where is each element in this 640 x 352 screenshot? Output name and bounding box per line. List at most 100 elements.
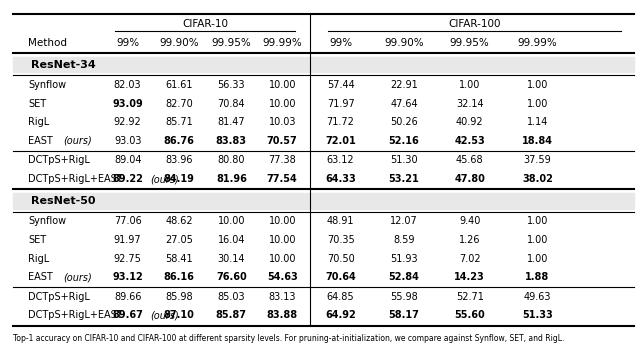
Text: CIFAR-10: CIFAR-10 (182, 19, 228, 29)
Text: 87.10: 87.10 (164, 310, 195, 320)
Text: 70.50: 70.50 (326, 254, 355, 264)
Text: 22.91: 22.91 (390, 80, 418, 90)
Text: DCTpS+RigL+EAST: DCTpS+RigL+EAST (28, 174, 126, 184)
Text: CIFAR-100: CIFAR-100 (449, 19, 501, 29)
Text: 89.67: 89.67 (112, 310, 143, 320)
Text: EAST: EAST (28, 272, 56, 282)
Text: 83.96: 83.96 (165, 156, 193, 165)
Text: 61.61: 61.61 (165, 80, 193, 90)
Text: 89.04: 89.04 (114, 156, 141, 165)
Text: 1.00: 1.00 (527, 254, 548, 264)
Text: DCTpS+RigL: DCTpS+RigL (28, 156, 90, 165)
Text: 99.99%: 99.99% (518, 38, 557, 48)
Text: 10.00: 10.00 (268, 80, 296, 90)
Text: 93.03: 93.03 (114, 136, 141, 146)
Text: 99.90%: 99.90% (159, 38, 199, 48)
Text: 7.02: 7.02 (459, 254, 481, 264)
Text: 83.13: 83.13 (268, 292, 296, 302)
Text: 1.00: 1.00 (527, 99, 548, 109)
Text: ResNet-50: ResNet-50 (31, 196, 96, 206)
Text: Synflow: Synflow (28, 80, 67, 90)
Text: 71.72: 71.72 (326, 117, 355, 127)
Text: RigL: RigL (28, 254, 49, 264)
Text: 16.04: 16.04 (218, 235, 245, 245)
Text: SET: SET (28, 235, 47, 245)
Text: 85.71: 85.71 (165, 117, 193, 127)
Text: 63.12: 63.12 (327, 156, 355, 165)
Text: 70.84: 70.84 (218, 99, 245, 109)
Text: 82.03: 82.03 (114, 80, 141, 90)
Text: (ours): (ours) (150, 310, 179, 320)
Text: 48.62: 48.62 (165, 216, 193, 226)
Text: 91.97: 91.97 (114, 235, 141, 245)
Text: 80.80: 80.80 (218, 156, 245, 165)
Text: 85.87: 85.87 (216, 310, 247, 320)
Text: 54.63: 54.63 (267, 272, 298, 282)
Text: 14.23: 14.23 (454, 272, 485, 282)
Text: 8.59: 8.59 (393, 235, 415, 245)
Text: 50.26: 50.26 (390, 117, 418, 127)
Text: 1.00: 1.00 (459, 80, 481, 90)
Text: EAST: EAST (28, 136, 56, 146)
Text: 57.44: 57.44 (326, 80, 355, 90)
Text: 12.07: 12.07 (390, 216, 418, 226)
Text: 52.71: 52.71 (456, 292, 484, 302)
Text: 81.47: 81.47 (218, 117, 245, 127)
Text: 58.41: 58.41 (165, 254, 193, 264)
Text: 49.63: 49.63 (524, 292, 551, 302)
Text: 18.84: 18.84 (522, 136, 553, 146)
Text: 10.00: 10.00 (268, 254, 296, 264)
Text: 1.00: 1.00 (527, 80, 548, 90)
Text: Synflow: Synflow (28, 216, 67, 226)
Text: 93.09: 93.09 (112, 99, 143, 109)
Text: 86.16: 86.16 (164, 272, 195, 282)
Text: 51.93: 51.93 (390, 254, 418, 264)
Text: DCTpS+RigL: DCTpS+RigL (28, 292, 90, 302)
Text: 99.90%: 99.90% (384, 38, 424, 48)
Text: 48.91: 48.91 (327, 216, 355, 226)
Text: 92.92: 92.92 (114, 117, 141, 127)
Text: 10.00: 10.00 (268, 99, 296, 109)
Text: 1.00: 1.00 (527, 216, 548, 226)
Text: 77.54: 77.54 (267, 174, 298, 184)
Text: 99.99%: 99.99% (262, 38, 302, 48)
Text: (ours): (ours) (150, 174, 179, 184)
Text: 32.14: 32.14 (456, 99, 484, 109)
Text: ResNet-34: ResNet-34 (31, 59, 96, 70)
Bar (13, 57, 634, 72)
Text: 52.84: 52.84 (388, 272, 419, 282)
Bar (13, 193, 634, 208)
Text: 47.80: 47.80 (454, 174, 485, 184)
Text: (ours): (ours) (63, 136, 92, 146)
Text: 30.14: 30.14 (218, 254, 245, 264)
Text: 70.64: 70.64 (325, 272, 356, 282)
Text: 55.60: 55.60 (454, 310, 485, 320)
Text: 77.38: 77.38 (268, 156, 296, 165)
Text: 42.53: 42.53 (454, 136, 485, 146)
Text: 52.16: 52.16 (388, 136, 419, 146)
Text: 1.88: 1.88 (525, 272, 550, 282)
Text: 64.33: 64.33 (325, 174, 356, 184)
Text: 89.66: 89.66 (114, 292, 141, 302)
Text: 83.88: 83.88 (267, 310, 298, 320)
Text: 92.75: 92.75 (114, 254, 141, 264)
Text: 83.83: 83.83 (216, 136, 247, 146)
Text: 10.03: 10.03 (268, 117, 296, 127)
Text: 1.14: 1.14 (527, 117, 548, 127)
Text: 10.00: 10.00 (218, 216, 245, 226)
Text: 85.98: 85.98 (165, 292, 193, 302)
Text: DCTpS+RigL+EAST: DCTpS+RigL+EAST (28, 310, 126, 320)
Text: 64.85: 64.85 (327, 292, 355, 302)
Text: 10.00: 10.00 (268, 235, 296, 245)
Text: 10.00: 10.00 (268, 216, 296, 226)
Text: 1.00: 1.00 (527, 235, 548, 245)
Text: 71.97: 71.97 (326, 99, 355, 109)
Text: 99.95%: 99.95% (211, 38, 251, 48)
Text: 72.01: 72.01 (325, 136, 356, 146)
Text: 45.68: 45.68 (456, 156, 484, 165)
Text: 38.02: 38.02 (522, 174, 553, 184)
Text: SET: SET (28, 99, 47, 109)
Text: 51.33: 51.33 (522, 310, 553, 320)
Text: 27.05: 27.05 (165, 235, 193, 245)
Text: 99%: 99% (329, 38, 352, 48)
